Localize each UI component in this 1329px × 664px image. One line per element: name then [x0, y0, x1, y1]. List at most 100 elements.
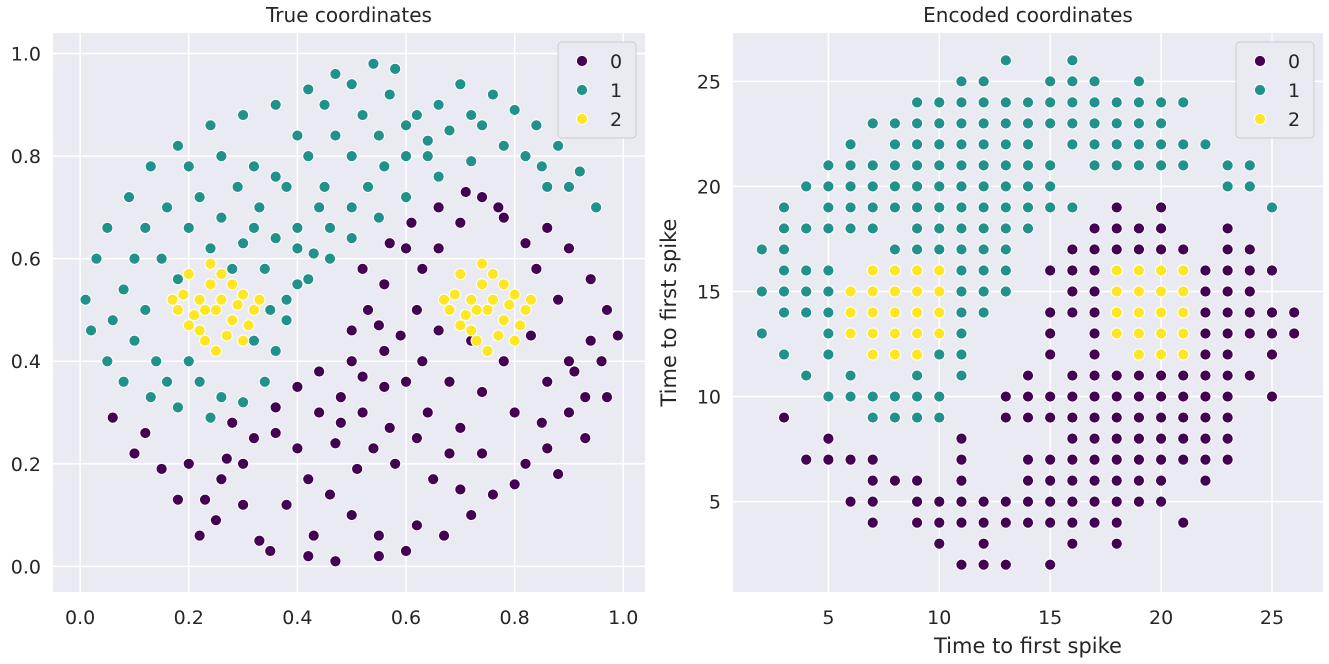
legend: 0 1 2 [557, 41, 637, 139]
data-point [844, 390, 857, 403]
data-point [486, 88, 500, 101]
data-point [955, 453, 968, 466]
data-point [329, 437, 342, 450]
data-point [955, 495, 968, 508]
data-point [822, 264, 835, 277]
data-point [1154, 474, 1168, 487]
data-point [416, 262, 429, 276]
data-point [432, 98, 445, 111]
chart-title: Encoded coordinates [923, 3, 1133, 27]
data-point [215, 211, 228, 224]
data-point [1177, 516, 1190, 529]
data-point [345, 508, 358, 522]
data-point [844, 327, 857, 340]
data-point [508, 478, 521, 491]
data-point [1154, 369, 1168, 382]
data-point [144, 160, 157, 173]
y-tick-label: 15 [697, 281, 721, 303]
data-point [367, 442, 380, 455]
data-point [236, 288, 250, 301]
data-point [977, 96, 990, 109]
data-point [955, 348, 968, 361]
data-point [1221, 285, 1234, 298]
data-point [777, 243, 791, 256]
data-point [1066, 369, 1079, 382]
data-point [777, 306, 791, 319]
data-point [530, 262, 543, 276]
data-point [383, 421, 396, 434]
legend-marker-1 [575, 83, 589, 97]
data-point [117, 283, 130, 296]
data-point [1243, 180, 1256, 193]
data-point [844, 159, 857, 172]
data-point [579, 432, 592, 445]
data-point [1199, 432, 1212, 445]
data-point [933, 348, 946, 361]
data-point [345, 201, 358, 214]
data-point [454, 216, 467, 229]
data-point [1221, 432, 1234, 445]
data-point [844, 495, 857, 508]
data-point [910, 243, 924, 256]
data-point [1154, 138, 1168, 151]
data-point [866, 222, 879, 235]
y-tick-label: 10 [697, 387, 721, 409]
data-point [182, 160, 195, 173]
data-point [508, 103, 521, 117]
data-point [247, 221, 261, 234]
data-point [399, 544, 413, 558]
data-point [822, 327, 835, 340]
data-point [481, 303, 494, 317]
data-point [432, 242, 445, 255]
data-point [302, 473, 315, 486]
data-point [101, 221, 114, 234]
data-point [955, 327, 968, 340]
data-point [399, 191, 413, 204]
legend-label-0: 0 [610, 51, 622, 73]
data-point [1066, 453, 1079, 466]
data-point [1044, 201, 1057, 214]
data-point [421, 406, 434, 419]
data-point [800, 264, 813, 277]
data-point [562, 355, 576, 368]
plot-background [53, 33, 645, 592]
data-point [492, 329, 505, 342]
data-point [1221, 369, 1234, 382]
data-point [866, 327, 879, 340]
data-point [999, 117, 1012, 130]
data-point [1221, 453, 1234, 466]
data-point [1154, 159, 1168, 172]
data-point [1154, 495, 1168, 508]
data-point [910, 516, 924, 529]
data-point [236, 334, 250, 347]
data-point [236, 498, 250, 511]
data-point [475, 191, 489, 204]
data-point [524, 293, 538, 306]
data-point [1132, 369, 1146, 382]
data-point [1088, 390, 1101, 403]
data-point [777, 411, 791, 424]
data-point [822, 390, 835, 403]
data-point [1132, 390, 1146, 403]
data-point [1088, 516, 1101, 529]
data-point [361, 180, 375, 193]
data-point [356, 370, 369, 383]
data-point [1044, 180, 1057, 193]
data-point [866, 285, 879, 298]
data-point [508, 406, 521, 419]
data-point [345, 324, 358, 337]
data-point [1021, 222, 1035, 235]
data-point [226, 314, 239, 327]
data-point [866, 201, 879, 214]
data-point [955, 474, 968, 487]
x-tick-label: 0.6 [391, 607, 421, 629]
data-point [977, 306, 990, 319]
data-point [323, 252, 337, 265]
data-point [844, 369, 857, 382]
data-point [1265, 201, 1279, 214]
data-point [933, 222, 946, 235]
series-2 [166, 257, 538, 358]
data-point [291, 221, 304, 234]
data-point [552, 293, 565, 306]
data-point [1066, 264, 1079, 277]
